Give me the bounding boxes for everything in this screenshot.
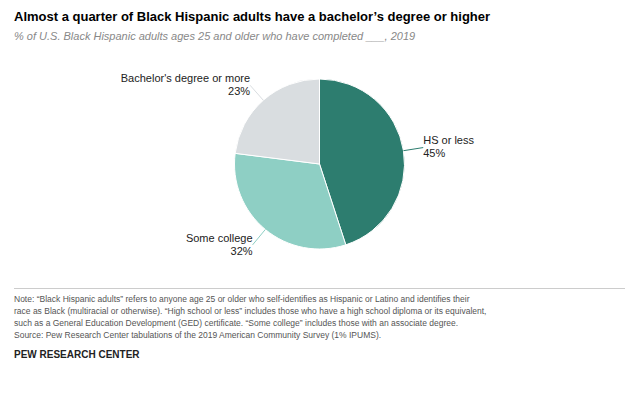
html-text:% of U.S. Black Hispanic adult: % of U.S. Black Hispanic adults ages 25 … [14,30,416,42]
svg-text:HS or less45%: HS or less45% [423,134,474,159]
html-text:Note: “Black Hispanic adults”: Note: “Black Hispanic adults” refers to … [14,294,487,340]
html-text:PEW RESEARCH CENTER: PEW RESEARCH CENTER [14,349,140,360]
svg-text:Some college32%: Some college32% [186,232,253,257]
html-text:Almost a quarter of Black Hisp: Almost a quarter of Black Hispanic adult… [14,9,491,24]
svg-text:Bachelor's degree or more23%: Bachelor's degree or more23% [121,72,250,97]
